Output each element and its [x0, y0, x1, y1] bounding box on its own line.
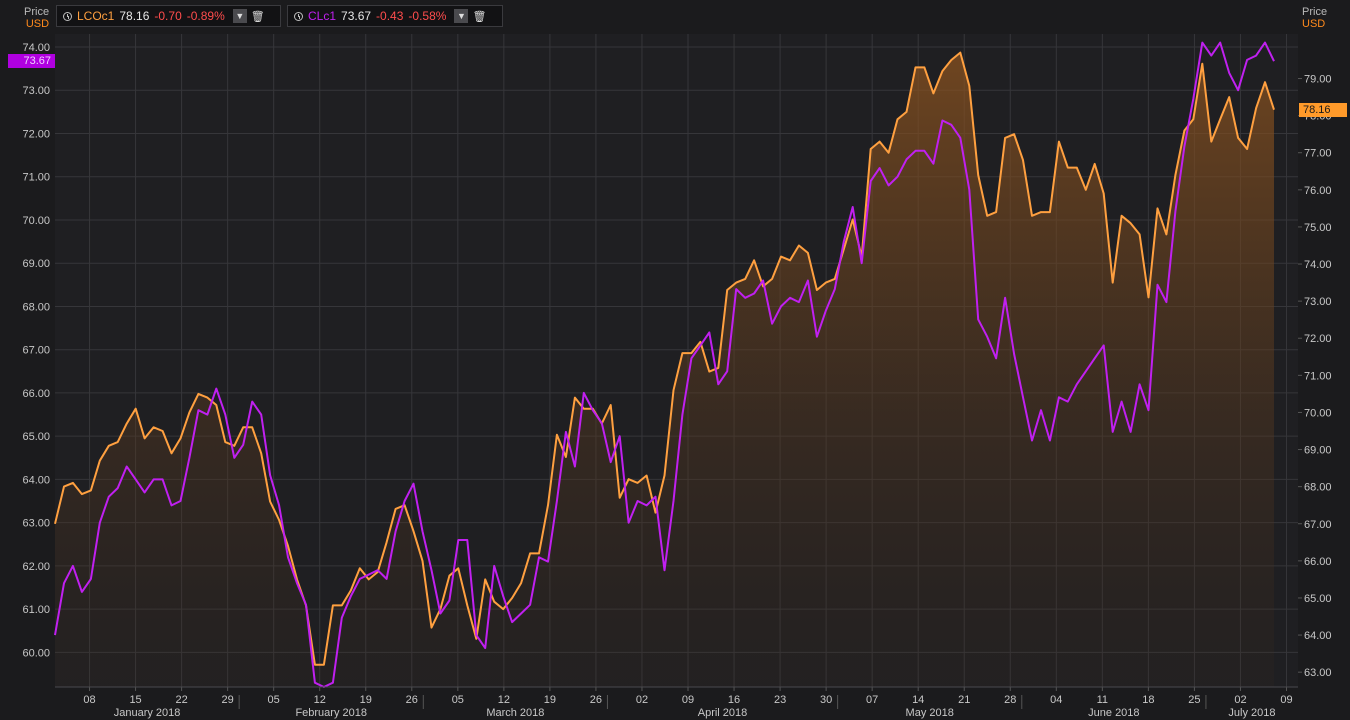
right-y-tick-label: 76.00 [1304, 185, 1332, 197]
clock-icon [294, 11, 303, 21]
left-y-tick-label: 68.00 [22, 301, 50, 313]
x-tick-label: 09 [1280, 694, 1292, 706]
legend-wti-last: 73.67 [341, 9, 372, 23]
x-tick-label: 22 [175, 694, 187, 706]
x-tick-label: 07 [866, 694, 878, 706]
left-y-tick-label: 74.00 [22, 42, 50, 54]
x-tick-label: 05 [268, 694, 280, 706]
x-tick-label: 18 [1142, 694, 1154, 706]
legend-wti-ric: CLc1 [308, 9, 337, 23]
right-y-axis: 63.00 64.00 65.00 66.00 67.00 68.00 69.00 70.00… [1298, 74, 1332, 679]
legend-wti-percent: -0.58% [408, 9, 447, 23]
left-axis-unit: USD [25, 18, 50, 30]
x-tick-label: 02 [1234, 694, 1246, 706]
left-axis-header: Price USD [24, 6, 49, 30]
x-tick-label: 30 [820, 694, 832, 706]
right-last-price-tag: 78.16 [1299, 102, 1347, 117]
right-axis-unit: USD [1302, 18, 1326, 30]
legend-brent[interactable]: LCOc1 78.16 -0.70 -0.89% ▼ 🗑 [56, 5, 281, 27]
x-month-label: February 2018 [295, 707, 367, 719]
right-y-tick-label: 75.00 [1304, 222, 1332, 234]
x-tick-label: 12 [498, 694, 510, 706]
chevron-down-icon[interactable]: ▼ [232, 9, 247, 23]
legend-wti[interactable]: CLc1 73.67 -0.43 -0.58% ▼ 🗑 [287, 5, 503, 27]
x-axis: 08 15 22 29 05 12 19 26 05 12 19 26 02 09 16 23 30 07 14 21… [55, 686, 1298, 719]
x-tick-label: 15 [129, 694, 141, 706]
right-axis-header: Price USD [1302, 6, 1327, 30]
legend-brent-percent: -0.89% [186, 9, 225, 23]
x-tick-label: 26 [406, 694, 418, 706]
x-month-label: June 2018 [1088, 707, 1139, 719]
left-y-tick-label: 72.00 [22, 128, 50, 140]
x-month-label: July 2018 [1228, 707, 1275, 719]
x-tick-label: 21 [958, 694, 970, 706]
x-tick-label: 04 [1050, 694, 1062, 706]
right-y-tick-label: 79.00 [1304, 74, 1332, 86]
left-y-tick-label: 65.00 [22, 431, 50, 443]
x-month-label: April 2018 [698, 707, 748, 719]
left-y-tick-label: 71.00 [22, 172, 50, 184]
trash-icon[interactable]: 🗑 [472, 10, 487, 23]
right-y-tick-label: 77.00 [1304, 148, 1332, 160]
x-tick-label: 08 [83, 694, 95, 706]
chevron-down-icon[interactable]: ▼ [454, 9, 469, 23]
left-y-tick-label: 69.00 [22, 258, 50, 270]
trash-icon[interactable]: 🗑 [250, 10, 265, 23]
x-tick-label: 14 [912, 694, 924, 706]
x-tick-label: 29 [222, 694, 234, 706]
left-axis-title: Price [24, 6, 50, 18]
left-y-tick-label: 61.00 [22, 604, 50, 616]
x-month-label: March 2018 [486, 707, 544, 719]
x-tick-label: 19 [544, 694, 556, 706]
x-tick-label: 25 [1188, 694, 1200, 706]
x-tick-label: 23 [774, 694, 786, 706]
x-tick-label: 09 [682, 694, 694, 706]
right-y-tick-label: 72.00 [1304, 333, 1332, 345]
right-y-tick-label: 65.00 [1304, 593, 1332, 605]
left-y-tick-label: 67.00 [22, 345, 50, 357]
left-y-tick-label: 73.00 [22, 85, 50, 97]
series-line-CLc1 [54, 41, 1275, 688]
right-y-tick-label: 68.00 [1304, 482, 1332, 494]
x-tick-label: 02 [636, 694, 648, 706]
legend-brent-ric: LCOc1 [77, 9, 115, 23]
x-month-label: May 2018 [906, 707, 954, 719]
right-y-tick-label: 70.00 [1304, 407, 1332, 419]
left-last-price-tag: 73.67 [8, 54, 55, 69]
series-area-LCOc1 [55, 52, 1274, 688]
right-y-tick-label: 66.00 [1304, 556, 1332, 568]
x-tick-label: 11 [1097, 694, 1108, 706]
right-y-tick-label: 63.00 [1304, 667, 1332, 679]
right-y-tick-label: 71.00 [1304, 370, 1332, 382]
x-tick-label: 19 [360, 694, 372, 706]
right-axis-title: Price [1302, 6, 1328, 18]
left-y-tick-label: 63.00 [22, 518, 50, 530]
series-line-LCOc1 [54, 51, 1275, 666]
legend-wti-change: -0.43 [376, 9, 404, 23]
left-y-tick-label: 64.00 [22, 474, 50, 486]
x-month-label: January 2018 [114, 707, 181, 719]
x-tick-label: 16 [728, 694, 740, 706]
left-y-tick-label: 70.00 [22, 215, 50, 227]
series-layer [54, 41, 1275, 688]
left-y-axis: 60.00 61.00 62.00 63.00 64.00 65.00 66.00 67.00… [22, 42, 50, 659]
right-y-tick-label: 69.00 [1304, 445, 1332, 457]
legend-brent-change: -0.70 [154, 9, 182, 23]
right-y-tick-label: 74.00 [1304, 259, 1332, 271]
right-y-tick-label: 73.00 [1304, 296, 1332, 308]
clock-icon [63, 11, 72, 21]
right-y-tick-label: 64.00 [1304, 630, 1332, 642]
left-y-tick-label: 66.00 [22, 388, 50, 400]
left-y-tick-label: 60.00 [22, 647, 50, 659]
x-tick-label: 12 [314, 694, 326, 706]
left-y-tick-label: 62.00 [22, 561, 50, 573]
right-y-tick-label: 67.00 [1304, 519, 1332, 531]
x-tick-label: 26 [590, 694, 602, 706]
legend-brent-last: 78.16 [119, 9, 150, 23]
x-tick-label: 05 [452, 694, 464, 706]
x-tick-label: 28 [1004, 694, 1016, 706]
